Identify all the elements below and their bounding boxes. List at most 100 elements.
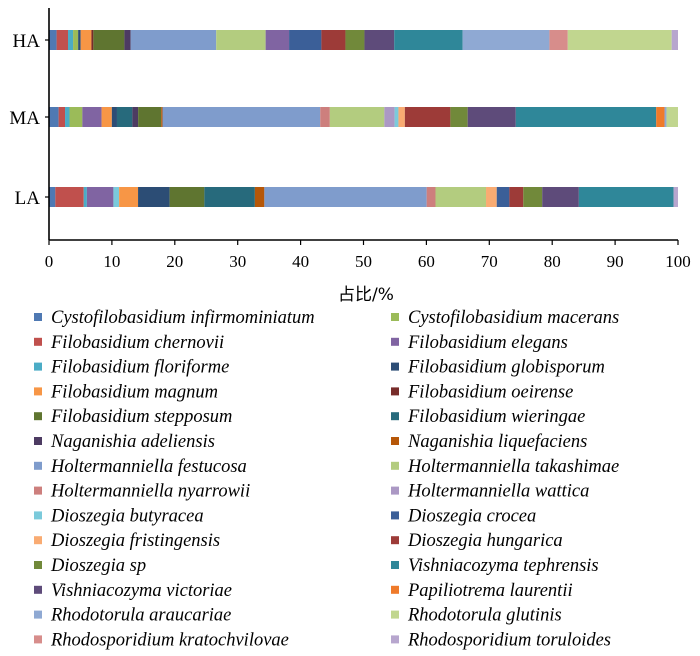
legend-label-holtermanniella-takashimae: Holtermanniella takashimae xyxy=(407,457,619,477)
legend-swatch-filobasidium-wieringae xyxy=(391,412,399,421)
bar-segment-ma-dioszegia-butyracea xyxy=(394,107,399,127)
bar-segment-ma-filobasidium-stepposum xyxy=(138,107,162,127)
legend-swatch-holtermanniella-festucosa xyxy=(34,461,42,470)
legend-swatch-naganishia-liquefaciens xyxy=(391,437,399,445)
legend-label-dioszegia-fristingensis: Dioszegia fristingensis xyxy=(50,531,220,551)
bar-segment-ma-dioszegia-fristingensis xyxy=(398,107,405,127)
legend-swatch-filobasidium-chernovii xyxy=(34,337,42,346)
bar-segment-la-vishniacozyma-tephrensis xyxy=(578,187,674,207)
x-tick-label: 0 xyxy=(45,252,54,271)
bar-segment-ma-filobasidium-wieringae xyxy=(116,107,133,127)
legend-label-filobasidium-globisporum: Filobasidium globisporum xyxy=(407,358,605,378)
legend-label-dioszegia-crocea: Dioszegia crocea xyxy=(407,506,536,526)
bar-segment-la-dioszegia-hungarica xyxy=(509,187,524,207)
bar-segment-ma-filobasidium-chernovii xyxy=(58,107,66,127)
legend-swatch-filobasidium-elegans xyxy=(391,337,399,346)
x-tick-label: 90 xyxy=(607,252,624,271)
bar-segment-la-filobasidium-magnum xyxy=(119,187,139,207)
bar-segment-la-filobasidium-stepposum xyxy=(169,187,205,207)
legend-label-filobasidium-magnum: Filobasidium magnum xyxy=(50,382,218,402)
legend-swatch-filobasidium-stepposum xyxy=(34,412,42,421)
legend-swatch-dioszegia-fristingensis xyxy=(34,536,42,545)
bar-segment-ma-vishniacozyma-victoriae xyxy=(467,107,516,127)
bar-segment-ma-vishniacozyma-tephrensis xyxy=(515,107,657,127)
bar-segment-ha-vishniacozyma-tephrensis xyxy=(394,30,463,50)
legend-swatch-dioszegia-butyracea xyxy=(34,511,42,520)
legend-label-cystofilobasidium-macerans: Cystofilobasidium macerans xyxy=(408,308,619,328)
legend-label-filobasidium-oeirense: Filobasidium oeirense xyxy=(407,382,573,402)
y-category-label: LA xyxy=(15,188,41,209)
x-tick-label: 40 xyxy=(292,252,309,271)
legend-swatch-rhodotorula-glutinis xyxy=(391,610,399,619)
bar-segment-ma-rhodotorula-araucariae xyxy=(664,107,667,127)
bar-segment-ha-dioszegia-hungarica xyxy=(321,30,346,50)
bar-segment-ma-dioszegia-sp xyxy=(450,107,468,127)
legend-swatch-dioszegia-crocea xyxy=(391,511,399,520)
axes-layer: HA MA LA 0 10 20 30 40 50 60 70 80 90 100 xyxy=(9,8,691,271)
bar-segment-la-filobasidium-chernovii xyxy=(55,187,84,207)
legend-swatch-dioszegia-sp xyxy=(34,561,42,569)
legend-label-rhodosporidium-toruloides: Rhodosporidium toruloides xyxy=(407,630,611,650)
bar-segment-ha-filobasidium-oeirense xyxy=(91,30,94,50)
bar-segment-ma-naganishia-adeliensis xyxy=(132,107,139,127)
legend-label-papiliotrema-laurentii: Papiliotrema laurentii xyxy=(407,581,573,601)
x-tick-label: 10 xyxy=(103,252,120,271)
y-category-label: MA xyxy=(9,108,40,129)
bar-segment-ha-holtermanniella-takashimae xyxy=(216,30,266,50)
legend: Cystofilobasidium infirmominiatum Cystofi… xyxy=(34,308,619,650)
bar-segment-ma-rhodotorula-glutinis xyxy=(666,107,678,127)
bar-segment-la-filobasidium-elegans xyxy=(86,187,114,207)
x-tick-label: 20 xyxy=(166,252,183,271)
legend-swatch-rhodosporidium-kratochvilovae xyxy=(34,635,42,644)
bar-segment-ha-rhodotorula-araucariae xyxy=(462,30,550,50)
legend-swatch-rhodosporidium-toruloides xyxy=(391,635,399,644)
bar-segment-ma-filobasidium-elegans xyxy=(82,107,102,127)
bar-segment-la-holtermanniella-nyarrowii xyxy=(426,187,436,207)
legend-label-filobasidium-floriforme: Filobasidium floriforme xyxy=(50,358,229,378)
bar-segment-la-rhodosporidium-toruloides xyxy=(673,187,678,207)
legend-label-rhodotorula-araucariae: Rhodotorula araucariae xyxy=(50,606,231,626)
bar-segment-ma-dioszegia-hungarica xyxy=(404,107,451,127)
x-axis-label: 占比/% xyxy=(338,285,394,305)
legend-label-holtermanniella-wattica: Holtermanniella wattica xyxy=(407,482,589,502)
legend-label-holtermanniella-nyarrowii: Holtermanniella nyarrowii xyxy=(50,482,250,502)
bar-segment-ha-filobasidium-chernovii xyxy=(56,30,68,50)
legend-swatch-filobasidium-oeirense xyxy=(391,387,399,396)
bar-segment-ha-filobasidium-globisporum xyxy=(78,30,81,50)
bar-segment-ma-holtermanniella-takashimae xyxy=(329,107,385,127)
bar-segment-la-filobasidium-globisporum xyxy=(138,187,170,207)
bar-segment-la-filobasidium-wieringae xyxy=(204,187,255,207)
bar-segment-la-dioszegia-butyracea xyxy=(113,187,120,207)
legend-swatch-cystofilobasidium-infirmominiatum xyxy=(34,313,42,321)
bar-segment-ha-filobasidium-floriforme xyxy=(68,30,74,50)
bar-segment-ha-vishniacozyma-victoriae xyxy=(364,30,395,50)
x-tick-label: 80 xyxy=(544,252,561,271)
legend-swatch-papiliotrema-laurentii xyxy=(391,585,399,594)
legend-label-vishniacozyma-tephrensis: Vishniacozyma tephrensis xyxy=(408,556,599,576)
bar-segment-ha-rhodosporidium-toruloides xyxy=(671,30,678,50)
legend-swatch-dioszegia-hungarica xyxy=(391,536,399,545)
x-tick-label: 70 xyxy=(481,252,498,271)
legend-swatch-holtermanniella-takashimae xyxy=(391,461,399,470)
bar-segment-la-filobasidium-floriforme xyxy=(83,187,87,207)
legend-swatch-naganishia-adeliensis xyxy=(34,437,42,445)
bar-segment-la-dioszegia-fristingensis xyxy=(486,187,497,207)
bar-segment-ma-holtermanniella-nyarrowii xyxy=(320,107,330,127)
bar-segment-la-cystofilobasidium-infirmominiatum xyxy=(49,187,56,207)
bar-segment-la-dioszegia-sp xyxy=(523,187,543,207)
bar-segment-la-holtermanniella-takashimae xyxy=(435,187,487,207)
bar-segment-ma-cystofilobasidium-infirmominiatum xyxy=(49,107,59,127)
bar-segment-ma-holtermanniella-festucosa xyxy=(162,107,321,127)
legend-label-filobasidium-chernovii: Filobasidium chernovii xyxy=(50,333,224,353)
legend-swatch-vishniacozyma-victoriae xyxy=(34,585,42,594)
legend-label-naganishia-liquefaciens: Naganishia liquefaciens xyxy=(407,432,587,452)
legend-label-dioszegia-sp: Dioszegia sp xyxy=(50,556,146,576)
legend-label-rhodotorula-glutinis: Rhodotorula glutinis xyxy=(407,606,562,626)
bar-segment-ha-holtermanniella-festucosa xyxy=(130,30,217,50)
legend-label-naganishia-adeliensis: Naganishia adeliensis xyxy=(50,432,215,452)
x-tick-label: 50 xyxy=(355,252,372,271)
legend-label-vishniacozyma-victoriae: Vishniacozyma victoriae xyxy=(51,581,232,601)
y-category-label: HA xyxy=(13,31,41,52)
bar-segment-ha-filobasidium-elegans xyxy=(265,30,290,50)
bar-segment-ma-naganishia-liquefaciens xyxy=(161,107,163,127)
